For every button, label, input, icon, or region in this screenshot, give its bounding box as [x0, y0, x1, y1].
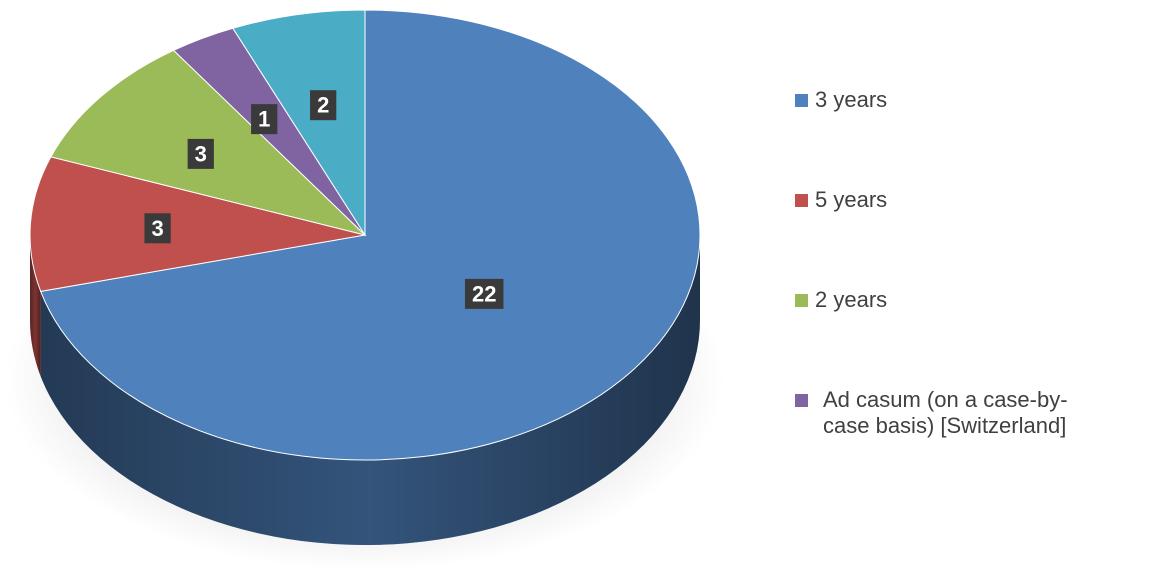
pie-side-shade — [40, 235, 701, 545]
legend-item: Ad casum (on a case-by-case basis) [Swit… — [795, 387, 1155, 439]
data-label: 3 — [144, 213, 171, 244]
legend-item: 2 years — [795, 287, 1155, 313]
data-label-box — [310, 90, 337, 121]
legend-item: 5 years — [795, 187, 1155, 213]
legend-swatch — [795, 394, 808, 407]
data-label-text: 3 — [151, 216, 163, 241]
legend-label: 3 years — [815, 87, 888, 112]
data-label-text: 2 — [317, 93, 329, 118]
legend-label: Ad casum (on a case-by-case basis) [Swit… — [823, 387, 1068, 438]
data-label-text: 3 — [195, 141, 207, 166]
legend-label: 2 years — [815, 287, 888, 312]
legend-swatch — [795, 194, 808, 207]
pie-side-shade — [30, 235, 41, 377]
legend-label: 5 years — [815, 187, 888, 212]
data-label-box — [251, 104, 278, 135]
data-label-box — [144, 213, 171, 244]
data-label-text: 1 — [258, 107, 270, 132]
data-label-text: 22 — [472, 281, 496, 306]
data-label: 1 — [251, 104, 278, 135]
pie-slice — [29, 156, 366, 292]
data-label-box — [464, 278, 504, 309]
pie-slice — [40, 9, 701, 461]
legend-swatch — [795, 294, 808, 307]
data-label: 2 — [310, 90, 337, 121]
data-label: 3 — [187, 138, 214, 169]
data-label-box — [187, 138, 214, 169]
legend-swatch — [795, 94, 808, 107]
data-label: 22 — [464, 278, 504, 309]
legend-item: 3 years — [795, 87, 1155, 113]
pie-slice — [232, 9, 366, 237]
chart: 22 3 3 1 2 — [5, 9, 725, 570]
